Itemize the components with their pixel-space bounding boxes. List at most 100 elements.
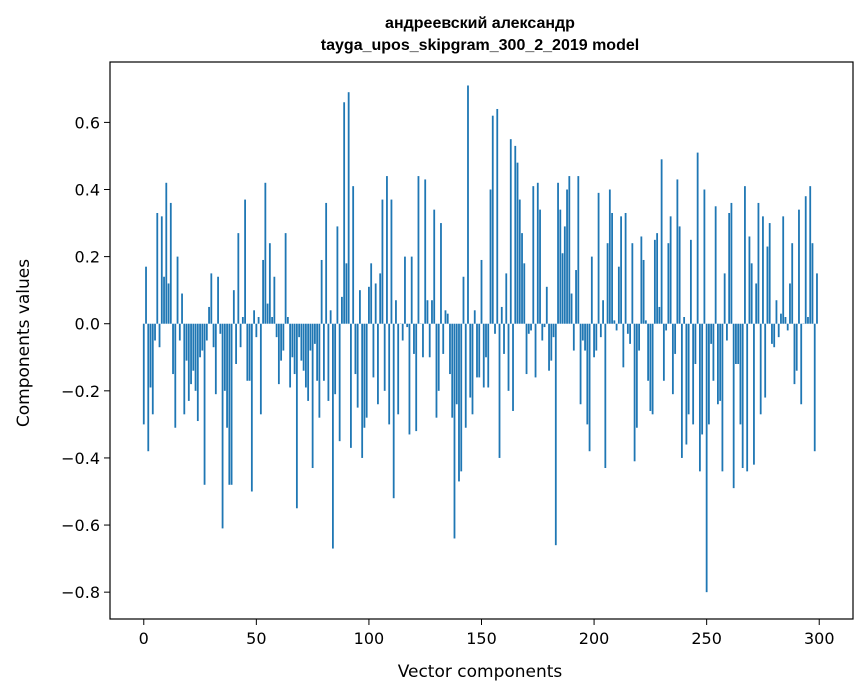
bar bbox=[293, 323, 296, 375]
bar bbox=[485, 323, 487, 358]
bar bbox=[426, 300, 429, 324]
bar bbox=[750, 263, 753, 324]
bar bbox=[678, 226, 681, 324]
bar bbox=[160, 216, 163, 324]
bar bbox=[757, 202, 760, 324]
bar bbox=[221, 323, 224, 529]
bar bbox=[746, 323, 749, 472]
bar bbox=[154, 323, 156, 341]
x-tick-label: 50 bbox=[246, 629, 266, 648]
y-tick-label: 0.4 bbox=[75, 181, 100, 200]
bar bbox=[255, 323, 258, 338]
bar bbox=[435, 323, 438, 418]
bar bbox=[665, 323, 668, 331]
bar bbox=[433, 209, 436, 324]
bar bbox=[397, 323, 400, 415]
bar bbox=[476, 323, 478, 378]
bar bbox=[489, 189, 492, 324]
bar bbox=[442, 323, 445, 354]
bar bbox=[730, 202, 733, 324]
bar bbox=[460, 323, 463, 472]
bar bbox=[235, 323, 237, 364]
bar bbox=[649, 323, 652, 411]
bar bbox=[469, 323, 472, 398]
bar bbox=[196, 323, 199, 422]
bar bbox=[327, 323, 330, 401]
bar bbox=[561, 253, 564, 324]
chart-title: андреевский александр bbox=[385, 15, 575, 32]
bar bbox=[595, 323, 598, 351]
bar bbox=[462, 276, 465, 324]
bar bbox=[422, 323, 424, 358]
bar bbox=[467, 85, 469, 324]
bar bbox=[232, 290, 235, 324]
bar bbox=[768, 223, 771, 324]
bar bbox=[667, 243, 670, 324]
bar bbox=[199, 323, 201, 358]
bar bbox=[631, 243, 634, 324]
bar bbox=[356, 323, 359, 408]
bar bbox=[172, 323, 174, 375]
bar bbox=[811, 243, 814, 324]
x-axis-ticks: 0 50 100 150 200 250 300 bbox=[139, 619, 835, 648]
bar bbox=[453, 323, 456, 539]
bar bbox=[550, 323, 553, 361]
bar bbox=[158, 323, 161, 348]
bar bbox=[239, 323, 242, 348]
bar bbox=[386, 176, 388, 324]
bar bbox=[687, 323, 690, 415]
bar bbox=[271, 317, 274, 324]
bar bbox=[228, 323, 231, 485]
bar bbox=[575, 270, 577, 324]
bar bbox=[455, 323, 458, 405]
bar bbox=[611, 212, 613, 324]
bar bbox=[624, 212, 627, 324]
bar bbox=[417, 176, 420, 324]
bar bbox=[253, 310, 255, 324]
bar bbox=[507, 323, 510, 391]
bar bbox=[698, 323, 701, 472]
bar bbox=[570, 293, 573, 324]
bar bbox=[471, 323, 474, 415]
bar bbox=[714, 206, 717, 324]
bar bbox=[696, 152, 699, 324]
bar bbox=[653, 239, 656, 324]
bar bbox=[744, 186, 746, 324]
bar bbox=[545, 286, 548, 324]
bar bbox=[669, 216, 672, 324]
bar bbox=[809, 186, 812, 324]
bar bbox=[498, 323, 501, 458]
bar bbox=[613, 320, 616, 324]
bar bbox=[280, 323, 283, 361]
bar bbox=[732, 323, 735, 489]
bar bbox=[181, 293, 183, 324]
bar bbox=[392, 323, 395, 499]
bar bbox=[217, 276, 219, 324]
bar bbox=[163, 276, 165, 324]
bar bbox=[478, 323, 481, 378]
bar bbox=[710, 323, 713, 344]
bar bbox=[804, 196, 807, 324]
bar bbox=[185, 323, 188, 361]
bar bbox=[773, 323, 776, 348]
bar bbox=[548, 323, 550, 371]
bar bbox=[275, 323, 278, 338]
bar bbox=[372, 323, 375, 378]
bar bbox=[190, 323, 192, 385]
bar bbox=[410, 256, 413, 324]
bar bbox=[604, 323, 607, 469]
bar bbox=[424, 179, 427, 324]
bar bbox=[449, 323, 451, 375]
bar bbox=[494, 323, 496, 334]
bar bbox=[656, 233, 659, 324]
bar bbox=[282, 323, 285, 351]
bar bbox=[354, 323, 357, 375]
bar bbox=[363, 323, 366, 428]
bar bbox=[395, 300, 397, 324]
bar bbox=[784, 317, 787, 324]
bar bbox=[194, 323, 197, 391]
bar bbox=[514, 145, 517, 324]
bar bbox=[174, 323, 177, 428]
bar bbox=[295, 323, 298, 509]
bar bbox=[708, 323, 710, 425]
